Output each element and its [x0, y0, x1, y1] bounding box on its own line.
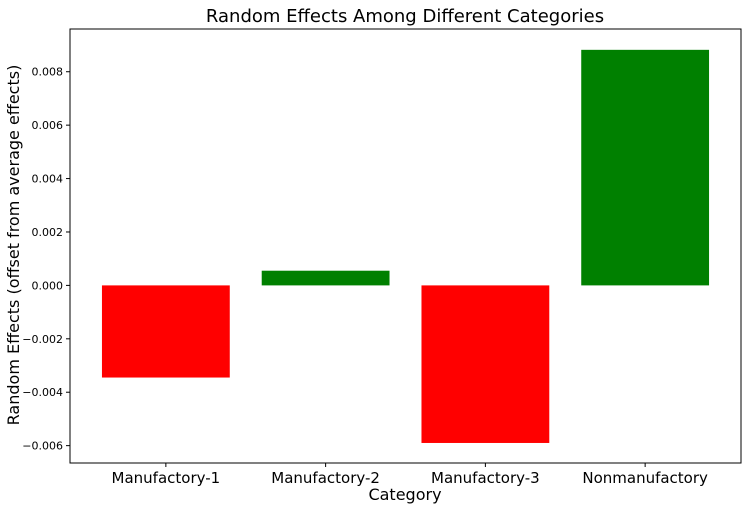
y-tick-label: 0.008 — [32, 66, 64, 79]
y-tick-label: −0.006 — [22, 440, 63, 453]
y-tick-label: 0.002 — [32, 226, 64, 239]
chart-title: Random Effects Among Different Categorie… — [206, 6, 604, 27]
x-axis-ticks: Manufactory-1 Manufactory-2 Manufactory-3 N… — [112, 463, 708, 487]
x-tick-label: Manufactory-2 — [271, 469, 380, 487]
bar-manufactory-1 — [101, 285, 230, 378]
x-tick-label: Manufactory-3 — [431, 469, 540, 487]
y-axis-label: Random Effects (offset from average effe… — [4, 65, 23, 426]
x-tick-label: Nonmanufactory — [582, 469, 708, 487]
y-tick-label: −0.004 — [22, 386, 63, 399]
x-axis-label: Category — [368, 485, 441, 504]
bars-group — [101, 49, 710, 443]
y-tick-label: 0.004 — [32, 173, 64, 186]
y-tick-label: −0.002 — [22, 333, 63, 346]
plot-frame — [69, 28, 742, 464]
y-tick-label: 0.000 — [32, 279, 64, 292]
x-tick-label: Manufactory-1 — [112, 469, 221, 487]
bar-manufactory-2 — [261, 270, 390, 286]
y-axis-ticks: −0.006 −0.004 −0.002 0.000 0.002 0.004 0.006 0.… — [22, 66, 70, 453]
y-tick-label: 0.006 — [32, 119, 64, 132]
bar-nonmanufactory — [581, 49, 710, 286]
bar-manufactory-3 — [421, 285, 550, 443]
